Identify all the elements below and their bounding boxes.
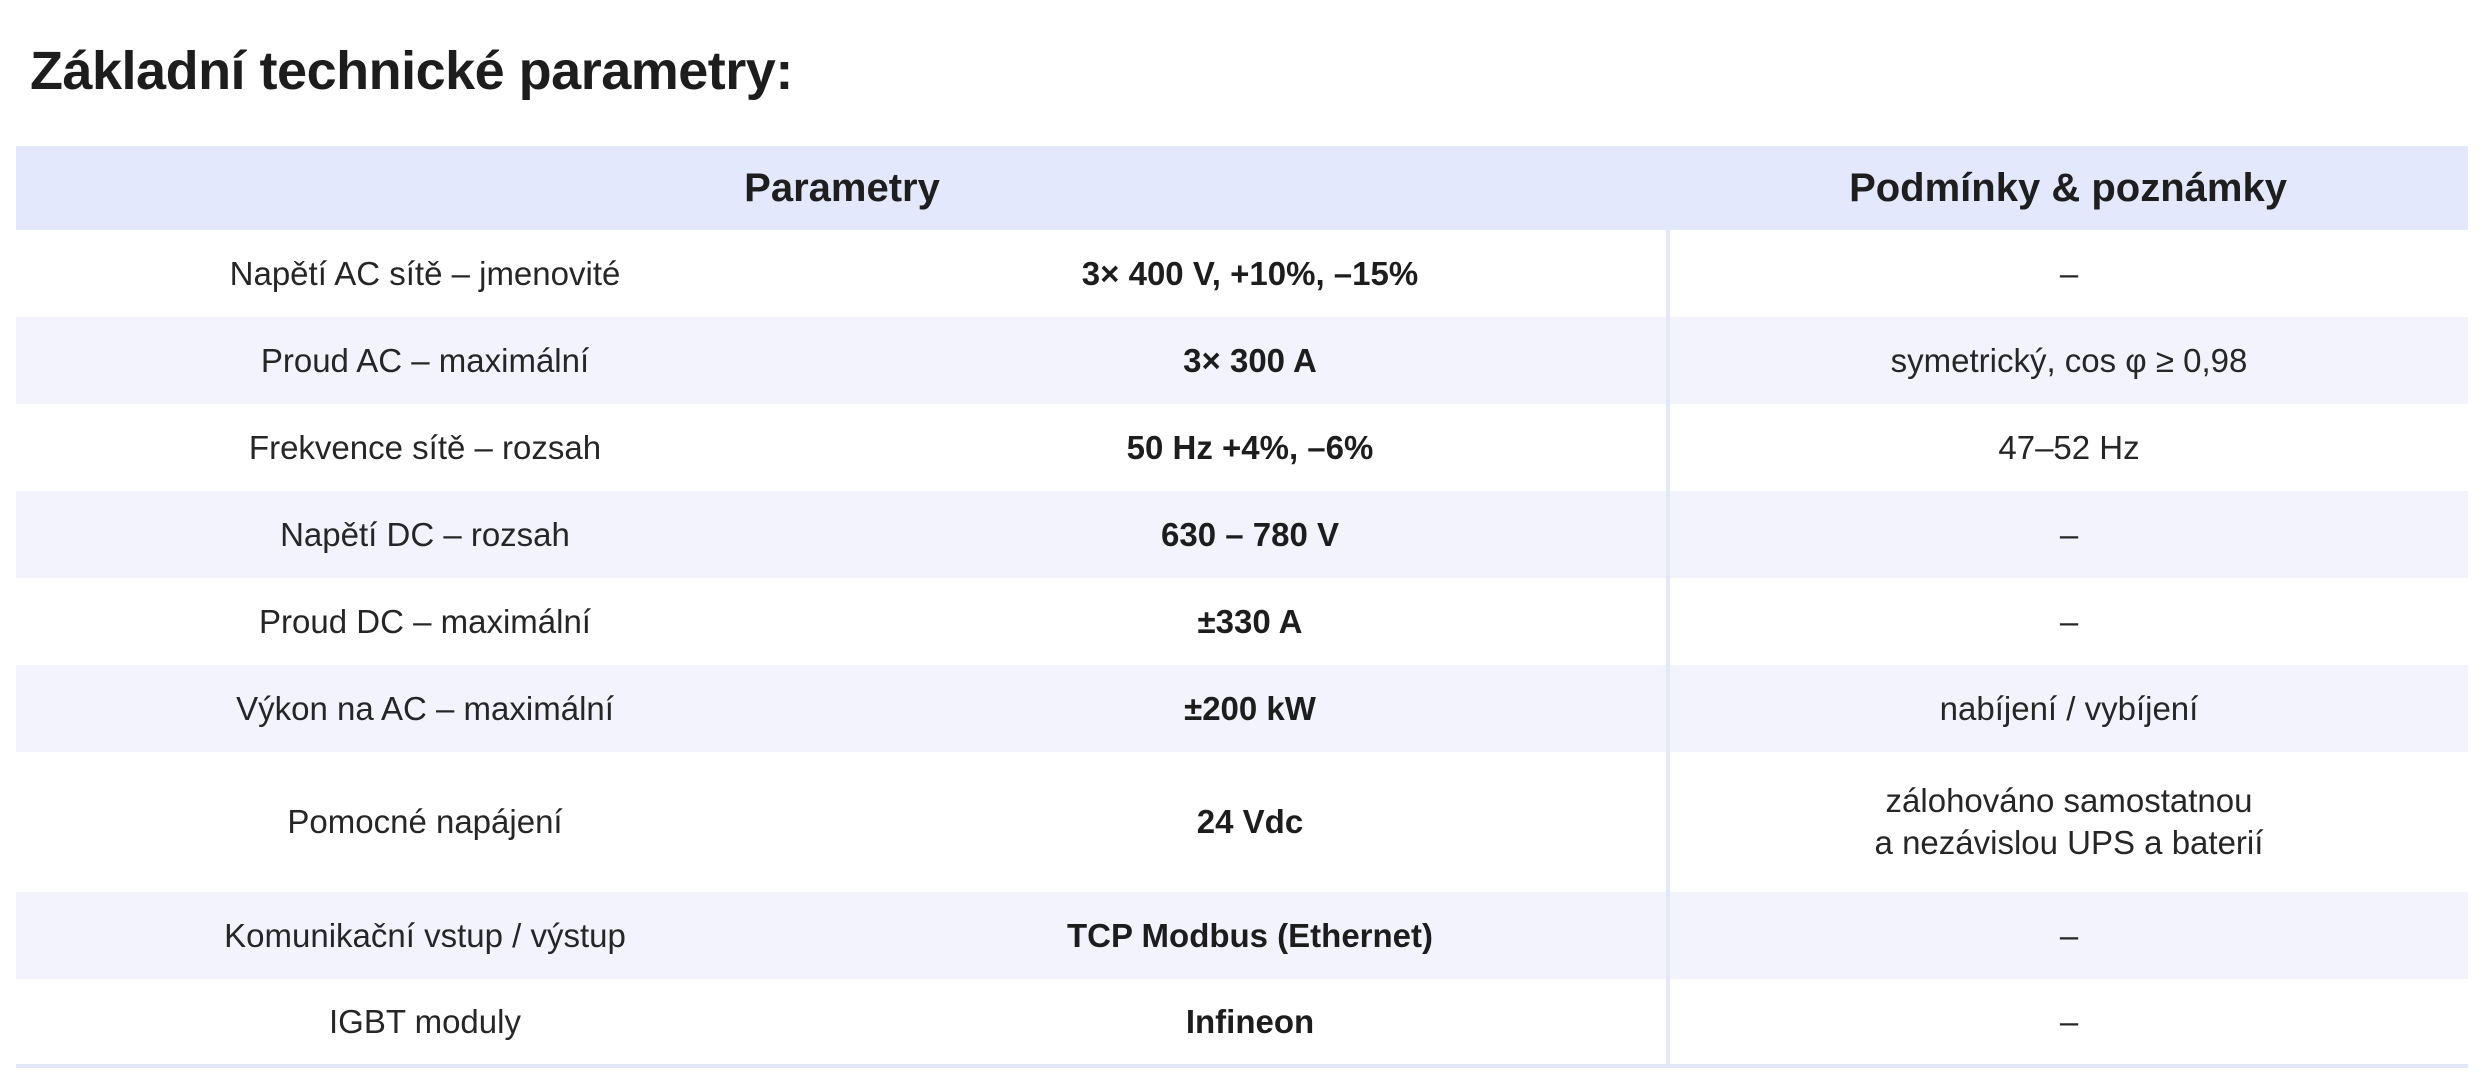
row-value: 3× 300 A: [1183, 341, 1317, 379]
row-note: –: [1666, 230, 2468, 317]
table-row: Pomocné napájení 24 Vdc zálohováno samos…: [16, 752, 2468, 892]
row-label: Frekvence sítě – rozsah: [248, 428, 602, 466]
row-label: Proud DC – maximální: [259, 602, 591, 640]
row-note-line: a nezávislou UPS a baterií: [1874, 824, 2264, 861]
table-row: IGBT moduly Infineon –: [16, 979, 2468, 1066]
table-row: Napětí AC sítě – jmenovité 3× 400 V, +10…: [16, 230, 2468, 317]
table-row: Proud AC – maximální 3× 300 A symetrický…: [16, 317, 2468, 404]
row-note: –: [1666, 578, 2468, 665]
row-note-line: symetrický, cos φ ≥ 0,98: [1890, 341, 2248, 379]
spec-table: Parametry Podmínky & poznámky Napětí AC …: [16, 146, 2468, 1068]
row-value: TCP Modbus (Ethernet): [1066, 916, 1434, 954]
row-label: Napětí AC sítě – jmenovité: [229, 254, 621, 292]
table-row: Komunikační vstup / výstup TCP Modbus (E…: [16, 892, 2468, 979]
table-header-row: Parametry Podmínky & poznámky: [16, 146, 2468, 230]
row-note: nabíjení / vybíjení: [1666, 665, 2468, 752]
row-value: ±200 kW: [1184, 689, 1316, 727]
table-body: Napětí AC sítě – jmenovité 3× 400 V, +10…: [16, 230, 2468, 1066]
table-row: Výkon na AC – maximální ±200 kW nabíjení…: [16, 665, 2468, 752]
row-note-line: –: [2059, 602, 2079, 640]
row-note-line: zálohováno samostatnou: [1885, 782, 2253, 819]
row-note-line: nabíjení / vybíjení: [1939, 689, 2199, 727]
row-note-line: 47–52 Hz: [1998, 428, 2140, 466]
row-note-line: –: [2059, 515, 2079, 553]
header-parameters: Parametry: [744, 165, 940, 210]
row-note: –: [1666, 892, 2468, 979]
row-note: –: [1666, 979, 2468, 1066]
row-note: 47–52 Hz: [1666, 404, 2468, 491]
table-row: Napětí DC – rozsah 630 – 780 V –: [16, 491, 2468, 578]
page-title: Základní technické parametry:: [30, 41, 793, 101]
row-note: –: [1666, 491, 2468, 578]
row-value: ±330 A: [1197, 602, 1303, 640]
row-note: symetrický, cos φ ≥ 0,98: [1666, 317, 2468, 404]
row-label: Proud AC – maximální: [260, 341, 590, 379]
row-value: 3× 400 V, +10%, –15%: [1081, 254, 1419, 292]
row-value: 50 Hz +4%, –6%: [1126, 428, 1374, 466]
table-row: Frekvence sítě – rozsah 50 Hz +4%, –6% 4…: [16, 404, 2468, 491]
row-note-line: –: [2059, 916, 2079, 954]
row-value: 24 Vdc: [1196, 803, 1304, 840]
header-notes: Podmínky & poznámky: [1849, 165, 2287, 210]
row-label: Napětí DC – rozsah: [280, 515, 570, 553]
row-note: zálohováno samostatnou a nezávislou UPS …: [1666, 752, 2468, 892]
row-label: Pomocné napájení: [287, 803, 563, 840]
row-note-line: –: [2059, 254, 2079, 292]
row-label: Komunikační vstup / výstup: [224, 916, 626, 954]
row-value: Infineon: [1185, 1002, 1315, 1040]
row-label: Výkon na AC – maximální: [236, 689, 614, 727]
row-label: IGBT moduly: [329, 1002, 521, 1040]
table-row: Proud DC – maximální ±330 A –: [16, 578, 2468, 665]
row-value: 630 – 780 V: [1161, 515, 1339, 553]
row-note-line: –: [2059, 1002, 2079, 1040]
